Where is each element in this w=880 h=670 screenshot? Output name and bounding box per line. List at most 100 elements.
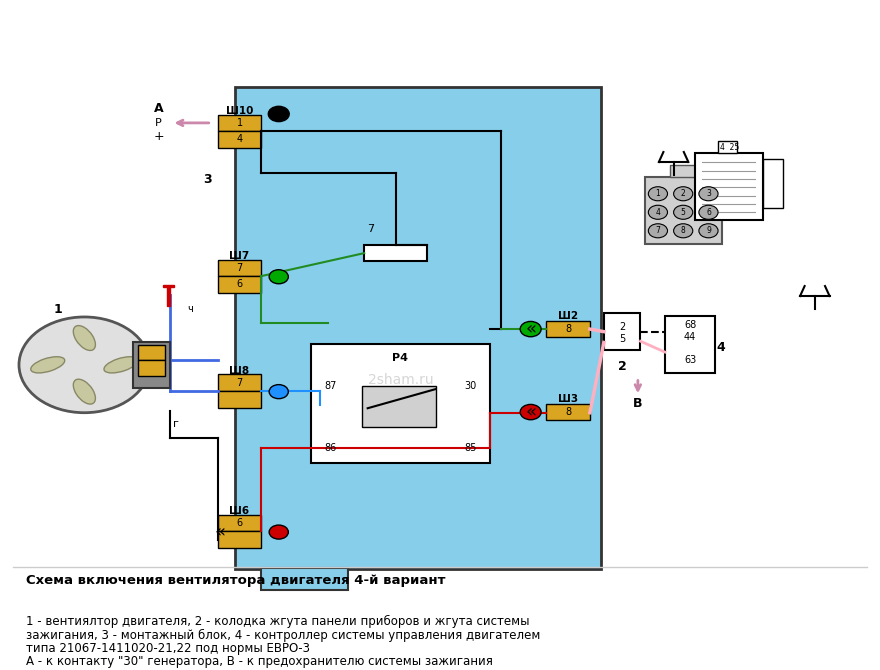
Text: Схема включения вентилятора двигателя 4-й вариант: Схема включения вентилятора двигателя 4-… xyxy=(26,574,445,586)
Text: 8: 8 xyxy=(565,407,571,417)
Bar xyxy=(235,87,601,569)
Circle shape xyxy=(699,205,718,219)
Circle shape xyxy=(269,385,289,399)
Circle shape xyxy=(649,187,668,201)
Text: 4: 4 xyxy=(716,341,725,354)
Text: «: « xyxy=(526,321,537,339)
Text: 3: 3 xyxy=(203,174,211,186)
Ellipse shape xyxy=(73,326,95,350)
Bar xyxy=(763,159,782,208)
Text: 5: 5 xyxy=(681,208,686,217)
Text: 1: 1 xyxy=(237,118,243,128)
Text: «: « xyxy=(215,523,226,541)
Text: Р4: Р4 xyxy=(392,354,408,363)
Bar xyxy=(261,568,348,590)
Text: зажигания, 3 - монтажный блок, 4 - контроллер системы управления двигателем: зажигания, 3 - монтажный блок, 4 - контр… xyxy=(26,628,540,642)
Bar xyxy=(718,141,737,153)
Bar xyxy=(217,391,261,407)
Text: Ш8: Ш8 xyxy=(230,366,250,376)
Circle shape xyxy=(19,317,150,413)
Text: 7: 7 xyxy=(237,263,243,273)
Circle shape xyxy=(699,224,718,238)
Circle shape xyxy=(269,270,289,284)
Text: 4: 4 xyxy=(656,208,660,217)
Bar xyxy=(217,531,261,548)
Circle shape xyxy=(673,205,693,219)
Text: 6: 6 xyxy=(706,208,711,217)
Text: 1 - вентиялтор двигателя, 2 - колодка жгута панели приборов и жгута системы: 1 - вентиялтор двигателя, 2 - колодка жг… xyxy=(26,614,530,628)
Text: Р: Р xyxy=(155,118,162,128)
Bar xyxy=(311,344,489,462)
Bar xyxy=(546,321,590,338)
Text: 63: 63 xyxy=(684,354,696,364)
Ellipse shape xyxy=(31,356,65,373)
Bar xyxy=(138,360,165,376)
Bar xyxy=(665,316,715,373)
Bar xyxy=(217,515,261,531)
Text: 87: 87 xyxy=(324,381,336,391)
Circle shape xyxy=(520,405,541,419)
Circle shape xyxy=(673,187,693,201)
Circle shape xyxy=(649,224,668,238)
Text: 44: 44 xyxy=(684,332,696,342)
Text: 1: 1 xyxy=(656,189,660,198)
Text: 5: 5 xyxy=(619,334,626,344)
Bar xyxy=(163,285,174,287)
Text: Ш3: Ш3 xyxy=(558,395,578,404)
Bar xyxy=(217,276,261,293)
Text: 2: 2 xyxy=(681,189,686,198)
Bar xyxy=(671,165,694,176)
Text: 7: 7 xyxy=(656,226,660,235)
Circle shape xyxy=(673,224,693,238)
Text: 6: 6 xyxy=(237,518,243,528)
Text: В: В xyxy=(633,397,642,409)
Text: г: г xyxy=(173,419,179,429)
Text: 8: 8 xyxy=(565,324,571,334)
Bar xyxy=(217,259,261,276)
Text: 6: 6 xyxy=(237,279,243,289)
Text: 30: 30 xyxy=(465,381,477,391)
Text: 3: 3 xyxy=(706,189,711,198)
Bar xyxy=(695,153,763,220)
Text: Ш7: Ш7 xyxy=(230,251,250,261)
Bar xyxy=(546,404,590,420)
Ellipse shape xyxy=(104,356,138,373)
Bar xyxy=(604,313,641,350)
Text: 8: 8 xyxy=(681,226,686,235)
Ellipse shape xyxy=(73,379,95,404)
Text: 2: 2 xyxy=(619,322,626,332)
Text: 2sham.ru: 2sham.ru xyxy=(368,373,434,387)
Text: А - к контакту "30" генератора, В - к предохранителю системы зажигания: А - к контакту "30" генератора, В - к пр… xyxy=(26,655,493,668)
Text: 4  25: 4 25 xyxy=(720,143,739,152)
Text: 7: 7 xyxy=(237,378,243,388)
Text: 9: 9 xyxy=(706,226,711,235)
Text: 85: 85 xyxy=(465,444,477,454)
Text: +: + xyxy=(153,130,164,143)
Bar xyxy=(364,245,427,261)
Bar xyxy=(362,386,436,427)
Text: 2: 2 xyxy=(618,360,627,373)
Text: 4: 4 xyxy=(237,135,243,145)
Text: 1: 1 xyxy=(54,303,62,316)
Circle shape xyxy=(520,322,541,337)
Bar xyxy=(217,131,261,148)
Circle shape xyxy=(699,187,718,201)
Text: 7: 7 xyxy=(367,224,374,234)
Bar xyxy=(645,176,722,244)
Circle shape xyxy=(269,525,289,539)
Bar xyxy=(133,342,170,389)
Text: ч: ч xyxy=(187,304,193,314)
Text: 86: 86 xyxy=(324,444,336,454)
Text: Ш6: Ш6 xyxy=(230,506,250,516)
Text: А: А xyxy=(154,102,164,115)
Bar xyxy=(167,287,170,306)
Text: Ш2: Ш2 xyxy=(558,312,578,322)
Circle shape xyxy=(268,107,290,122)
Text: 68: 68 xyxy=(684,320,696,330)
Text: «: « xyxy=(526,404,537,421)
Bar xyxy=(138,345,165,360)
Text: типа 21067-1411020-21,22 под нормы ЕВРО-3: типа 21067-1411020-21,22 под нормы ЕВРО-… xyxy=(26,642,310,655)
Bar xyxy=(217,115,261,131)
Text: Ш10: Ш10 xyxy=(226,106,253,116)
Circle shape xyxy=(649,205,668,219)
